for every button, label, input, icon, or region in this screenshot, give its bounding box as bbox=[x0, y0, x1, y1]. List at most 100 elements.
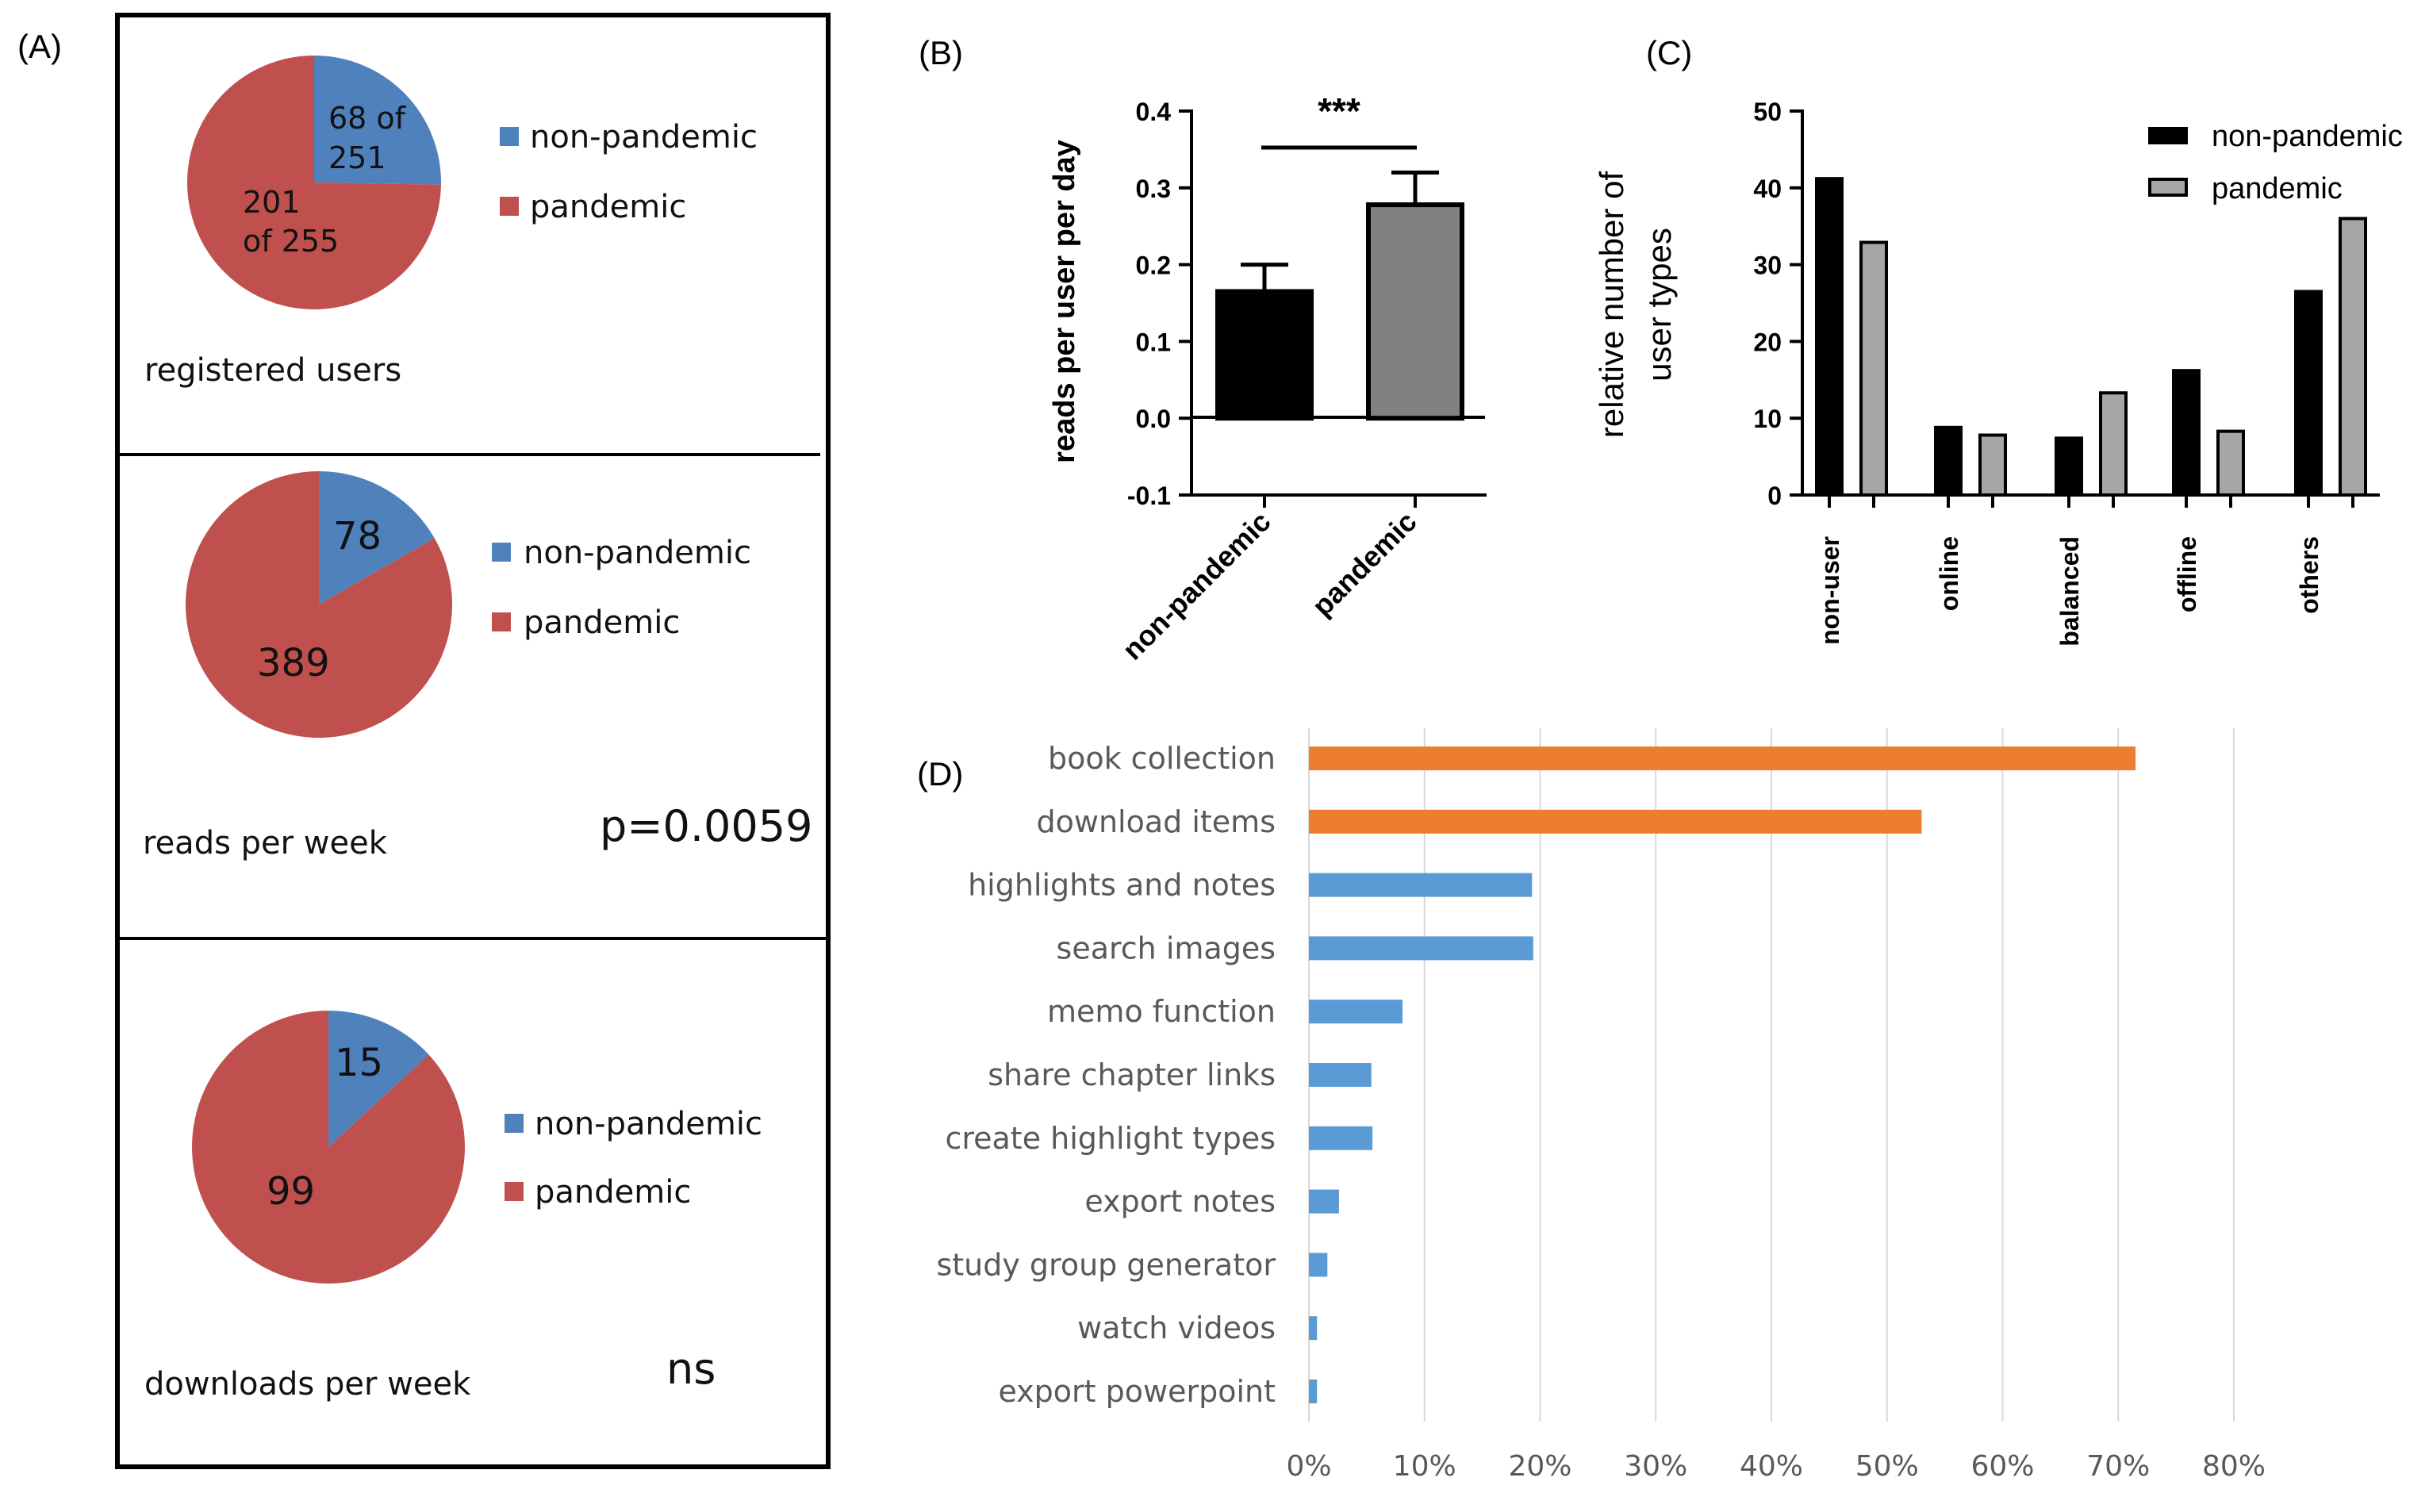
chart-d-x-tick-label: 50% bbox=[1855, 1450, 1919, 1483]
pie-downloads-per-week-annotation: ns bbox=[666, 1344, 716, 1394]
chart-b-significance: *** bbox=[1318, 90, 1360, 132]
chart-c-y-tick-label: 10 bbox=[1753, 405, 1782, 433]
pie-registered-users-label-pandemic-1: 201 bbox=[243, 185, 301, 220]
chart-user-types: 0 10 20 30 40 50 non-user online balanced offlin… bbox=[1593, 98, 2403, 647]
legend-swatch-pandemic bbox=[505, 1182, 524, 1201]
pie-downloads-per-week-label-non-pandemic: 15 bbox=[335, 1041, 383, 1085]
pie-reads-per-week-p-value: p=0.0059 bbox=[600, 801, 812, 851]
pie-registered-users-slice-pandemic bbox=[186, 56, 441, 309]
chart-c-bar-online-non-pandemic bbox=[1934, 425, 1963, 497]
chart-c-y-tick-label: 40 bbox=[1753, 175, 1782, 203]
chart-d-bar-study-group-generator bbox=[1309, 1253, 1328, 1277]
chart-c-x-tick-label-balanced: balanced bbox=[2055, 536, 2084, 647]
chart-c-bar-offline-pandemic bbox=[2216, 429, 2245, 497]
panel-label-d: (D) bbox=[917, 755, 963, 792]
chart-d-x-tick-label: 20% bbox=[1508, 1450, 1571, 1483]
chart-d-bar-create-highlight-types bbox=[1309, 1126, 1373, 1150]
pie-downloads-per-week-label-pandemic: 99 bbox=[267, 1169, 315, 1214]
panel-label-b: (B) bbox=[919, 34, 963, 71]
pie-reads-per-week: 78 389 non-pandemic pandemic reads per w… bbox=[143, 471, 812, 862]
chart-d-bar-download-items bbox=[1309, 809, 1922, 834]
chart-reads-per-user: -0.1 0.0 0.1 0.2 0.3 0.4 *** reads per user p… bbox=[1048, 90, 1487, 666]
legend-swatch-non-pandemic bbox=[500, 127, 519, 146]
chart-c-bar-non-user-pandemic bbox=[1859, 240, 1888, 497]
pie-registered-users-label-non-pandemic-2: 251 bbox=[328, 140, 386, 175]
chart-b-x-tick-label-pandemic: pandemic bbox=[1306, 505, 1423, 623]
legend-label-pandemic: pandemic bbox=[535, 1174, 691, 1211]
chart-d-x-tick-label: 60% bbox=[1970, 1450, 2034, 1483]
chart-c-x-tick-label-online: online bbox=[1935, 536, 1963, 611]
chart-c-y-tick-label: 50 bbox=[1753, 98, 1782, 126]
chart-d-x-tick-label: 10% bbox=[1393, 1450, 1456, 1483]
legend-label-pandemic: pandemic bbox=[524, 604, 680, 641]
chart-d-bar-book-collection bbox=[1309, 746, 2136, 770]
chart-d-x-tick-label: 0% bbox=[1286, 1450, 1331, 1483]
chart-c-bar-balanced-non-pandemic bbox=[2055, 436, 2083, 497]
pie-downloads-per-week: 15 99 non-pandemic pandemic downloads pe… bbox=[144, 1011, 762, 1403]
chart-d-category-label: book collection bbox=[1048, 741, 1276, 776]
pie-downloads-per-week-title: downloads per week bbox=[144, 1366, 471, 1403]
chart-c-x-tick-label-non-user: non-user bbox=[1816, 536, 1844, 645]
chart-c-bar-others-non-pandemic bbox=[2294, 290, 2323, 497]
chart-c-bar-non-user-non-pandemic bbox=[1815, 177, 1844, 497]
legend-label-non-pandemic: non-pandemic bbox=[530, 119, 758, 155]
chart-c-x-tick-label-offline: offline bbox=[2173, 536, 2201, 612]
legend-label-non-pandemic: non-pandemic bbox=[524, 535, 751, 571]
chart-d-bar-watch-videos bbox=[1309, 1316, 1318, 1341]
chart-d-category-label: study group generator bbox=[936, 1247, 1276, 1282]
chart-b-bar-non-pandemic bbox=[1215, 289, 1314, 421]
pie-downloads-per-week-slice-pandemic bbox=[191, 1011, 465, 1284]
pie-registered-users-slice-non-pandemic bbox=[314, 56, 441, 185]
chart-c-bar-others-pandemic bbox=[2339, 217, 2367, 497]
chart-b-y-tick-label: 0.3 bbox=[1136, 175, 1171, 203]
chart-b-x-tick-label-non-pandemic: non-pandemic bbox=[1116, 505, 1277, 666]
chart-d-x-tick-label: 80% bbox=[2202, 1450, 2266, 1483]
chart-d-category-label: download items bbox=[1037, 804, 1276, 839]
chart-d-category-label: export notes bbox=[1084, 1184, 1276, 1219]
chart-c-legend-label-pandemic: pandemic bbox=[2212, 172, 2343, 205]
pie-reads-per-week-title: reads per week bbox=[143, 825, 388, 862]
chart-feature-usage: book collection download items highlights … bbox=[936, 728, 2266, 1483]
chart-c-bar-balanced-pandemic bbox=[2099, 391, 2128, 497]
chart-c-legend-label-non-pandemic: non-pandemic bbox=[2212, 120, 2403, 153]
legend-swatch-pandemic bbox=[492, 612, 511, 631]
pie-registered-users-label-pandemic-2: of 255 bbox=[243, 224, 339, 259]
chart-c-legend-swatch-non-pandemic bbox=[2148, 127, 2188, 144]
chart-c-legend-swatch-pandemic bbox=[2148, 178, 2188, 197]
chart-d-category-label: watch videos bbox=[1077, 1311, 1276, 1345]
chart-c-y-tick-label: 20 bbox=[1753, 328, 1782, 356]
chart-c-y-tick-label: 0 bbox=[1767, 482, 1782, 510]
pie-registered-users-label-non-pandemic-1: 68 of bbox=[328, 101, 407, 136]
chart-d-bar-share-chapter-links bbox=[1309, 1063, 1372, 1087]
legend-swatch-pandemic bbox=[500, 197, 519, 216]
chart-b-y-tick-label: 0.0 bbox=[1136, 405, 1171, 433]
legend-label-pandemic: pandemic bbox=[530, 189, 686, 225]
chart-d-x-tick-label: 30% bbox=[1624, 1450, 1687, 1483]
panel-label-c: (C) bbox=[1646, 34, 1692, 71]
chart-c-y-tick-label: 30 bbox=[1753, 251, 1782, 280]
chart-b-bar-pandemic bbox=[1366, 202, 1464, 421]
chart-d-bar-highlights-and-notes bbox=[1309, 873, 1533, 897]
chart-d-bar-search-images bbox=[1309, 936, 1533, 961]
chart-d-category-label: memo function bbox=[1047, 994, 1276, 1029]
chart-b-y-tick-label: 0.2 bbox=[1136, 251, 1171, 280]
legend-label-non-pandemic: non-pandemic bbox=[535, 1106, 762, 1142]
chart-c-x-tick-label-others: others bbox=[2295, 536, 2323, 614]
pie-downloads-per-week-slice-non-pandemic bbox=[328, 1011, 429, 1147]
pie-reads-per-week-slice-non-pandemic bbox=[319, 471, 435, 604]
chart-d-x-tick-label: 40% bbox=[1740, 1450, 1803, 1483]
chart-d-category-label: highlights and notes bbox=[968, 868, 1276, 903]
chart-b-y-tick-label: 0.4 bbox=[1136, 98, 1172, 126]
chart-b-y-axis-label: reads per user per day bbox=[1048, 140, 1081, 463]
legend-swatch-non-pandemic bbox=[505, 1114, 524, 1133]
pie-registered-users-title: registered users bbox=[144, 352, 401, 389]
chart-c-bar-online-pandemic bbox=[1978, 433, 2007, 497]
chart-b-y-tick-label: -0.1 bbox=[1127, 482, 1171, 510]
pie-reads-per-week-slice-pandemic bbox=[185, 471, 452, 738]
chart-d-x-tick-label: 70% bbox=[2086, 1450, 2150, 1483]
panel-label-a: (A) bbox=[17, 28, 62, 65]
pie-reads-per-week-label-non-pandemic: 78 bbox=[333, 514, 382, 558]
chart-d-bar-export-powerpoint bbox=[1309, 1380, 1318, 1403]
chart-c-y-axis-label-2: user types bbox=[1640, 228, 1678, 382]
